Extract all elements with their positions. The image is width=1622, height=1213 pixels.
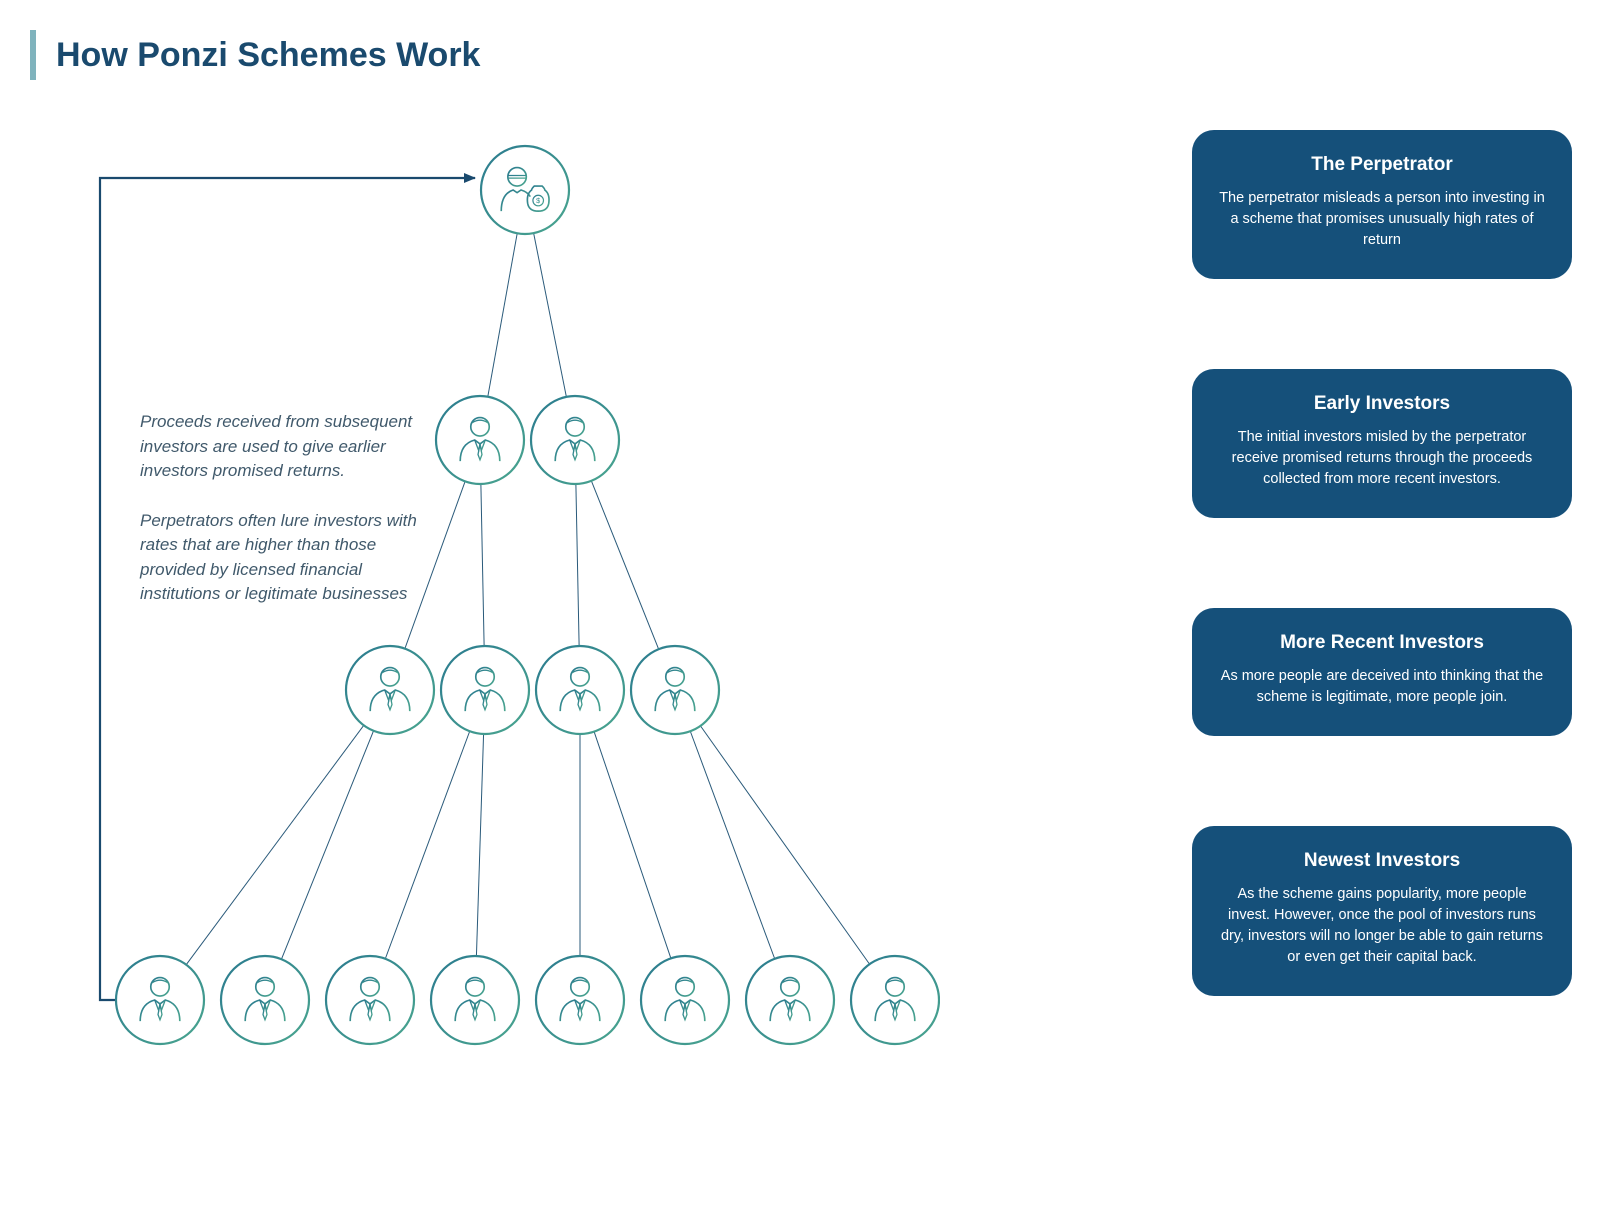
investor-node [326,956,414,1044]
page-title: How Ponzi Schemes Work [56,36,480,75]
card-perpetrator: The Perpetrator The perpetrator misleads… [1192,130,1572,279]
investor-node [436,396,524,484]
investor-node [631,646,719,734]
card-newest-investors: Newest Investors As the scheme gains pop… [1192,826,1572,996]
title-accent [30,30,36,80]
sidenote: Proceeds received from subsequent invest… [140,410,420,607]
tree-diagram: $ Proceeds received from subsequent inve… [80,120,940,1170]
card-title: The Perpetrator [1218,154,1546,176]
investor-node [346,646,434,734]
investor-node [531,396,619,484]
card-body: As the scheme gains popularity, more peo… [1218,884,1546,968]
investor-node [536,956,624,1044]
cards-column: The Perpetrator The perpetrator misleads… [1192,130,1572,996]
card-body: The perpetrator misleads a person into i… [1218,188,1546,251]
card-early-investors: Early Investors The initial investors mi… [1192,369,1572,518]
card-body: The initial investors misled by the perp… [1218,427,1546,490]
investor-node [746,956,834,1044]
card-title: Early Investors [1218,393,1546,415]
tree-svg: $ [80,120,940,1170]
investor-node [441,646,529,734]
card-title: More Recent Investors [1218,632,1546,654]
sidenote-p2: Perpetrators often lure investors with r… [140,509,420,608]
investor-node [221,956,309,1044]
card-body: As more people are deceived into thinkin… [1218,666,1546,708]
card-title: Newest Investors [1218,850,1546,872]
investor-node [431,956,519,1044]
investor-node [641,956,729,1044]
investor-node [536,646,624,734]
sidenote-p1: Proceeds received from subsequent invest… [140,410,420,484]
investor-node [116,956,204,1044]
perpetrator-node [481,146,569,234]
title-bar: How Ponzi Schemes Work [30,30,480,80]
investor-node [851,956,939,1044]
card-recent-investors: More Recent Investors As more people are… [1192,608,1572,736]
